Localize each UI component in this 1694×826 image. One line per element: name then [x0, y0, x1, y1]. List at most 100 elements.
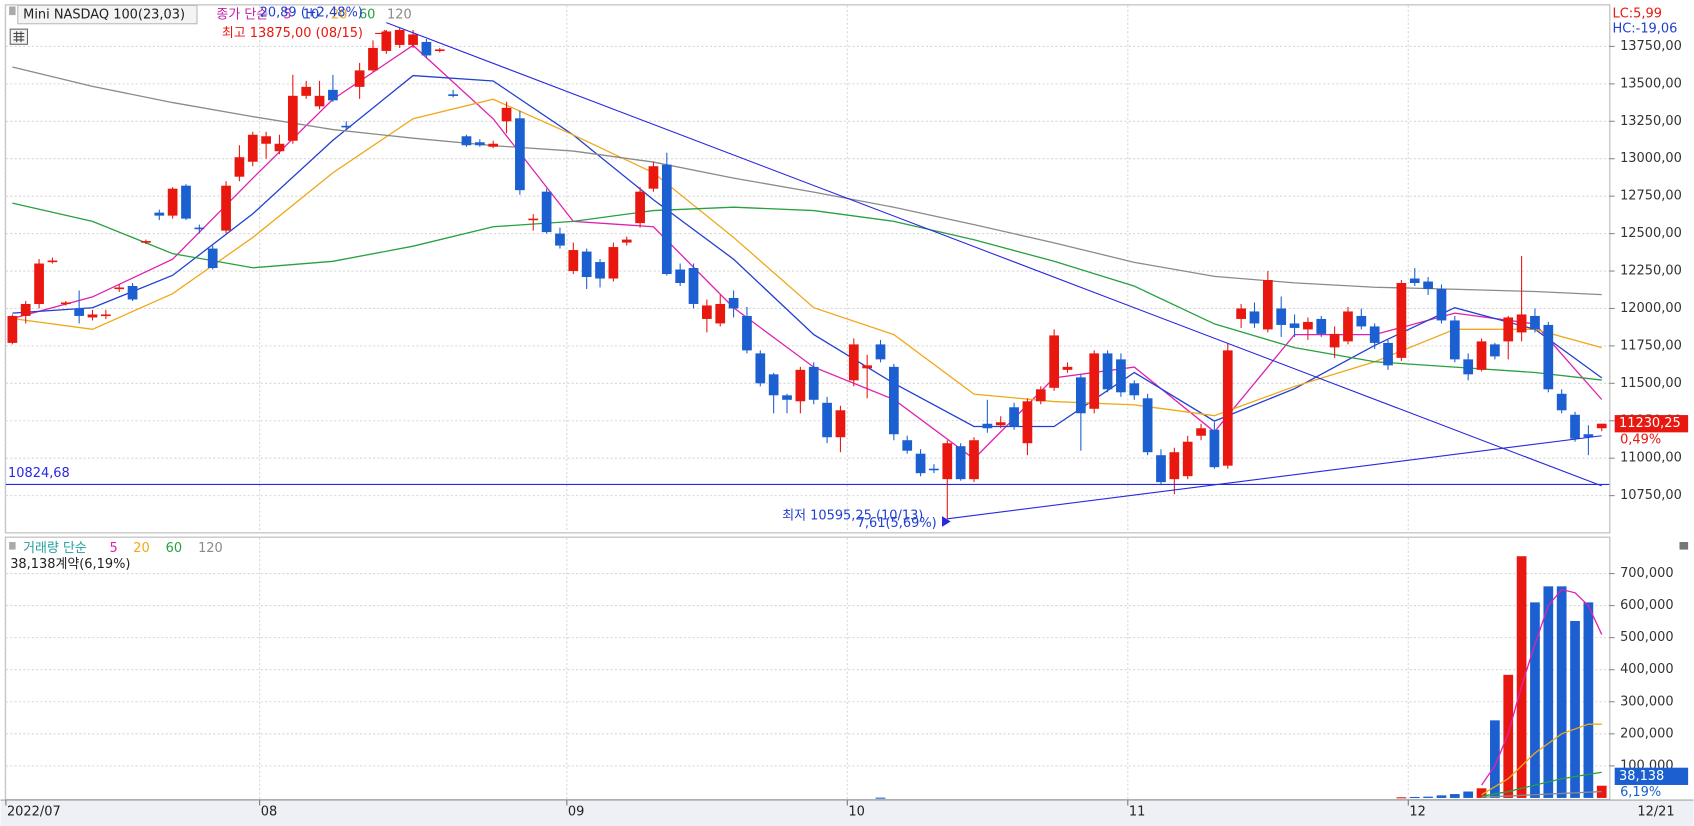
legend-entry: 120 — [387, 8, 412, 23]
x-tick-label: 12 — [1409, 804, 1425, 819]
candle-body — [1570, 414, 1580, 439]
low-marker — [942, 516, 951, 527]
candle-body — [501, 107, 512, 122]
candle-body — [1530, 315, 1540, 330]
x-tick-label: 09 — [568, 804, 584, 819]
y-tick-label: 700,000 — [1620, 566, 1674, 581]
candle-body — [247, 134, 258, 162]
trendline — [386, 22, 1602, 487]
candle-body — [1476, 341, 1487, 370]
candle-body — [568, 250, 579, 272]
legend-entry: 5 — [110, 541, 118, 556]
y-tick-label: 13250,00 — [1620, 114, 1682, 129]
moving-average-line — [12, 66, 1602, 296]
hc-label: HC:-19,06 — [1613, 22, 1678, 37]
candle-body — [688, 268, 699, 304]
y-tick-label: 10750,00 — [1620, 488, 1682, 503]
y-tick-label: 11750,00 — [1620, 338, 1682, 353]
legend-entry: 20 — [331, 8, 347, 23]
y-tick-label: 13750,00 — [1620, 39, 1682, 54]
y-tick-label: 12750,00 — [1620, 189, 1682, 204]
candle-body — [661, 164, 672, 275]
candle-body — [60, 302, 71, 305]
legend-entry: 5 — [283, 8, 291, 23]
candle-body — [1369, 326, 1380, 343]
candle-body — [702, 305, 712, 319]
table-icon-grid — [13, 31, 25, 43]
volume-bar — [1516, 556, 1527, 798]
volume-bar — [1476, 788, 1487, 798]
trendline — [947, 435, 1602, 520]
volume-bar — [1490, 720, 1500, 798]
candle-body — [421, 41, 432, 56]
candle-body — [982, 423, 993, 429]
candle-body — [1089, 353, 1100, 409]
candle-body — [1449, 320, 1460, 360]
candle-body — [541, 191, 552, 233]
last-volume-box — [1614, 767, 1689, 785]
candle-body — [528, 218, 539, 221]
x-tick-label: 2022/07 — [7, 804, 61, 819]
candle-body — [1396, 283, 1407, 358]
candle-body — [621, 239, 632, 243]
candle-body — [7, 315, 18, 343]
candle-body — [274, 143, 285, 152]
candle-body — [1182, 441, 1193, 477]
candle-body — [1596, 423, 1607, 429]
candle-body — [635, 191, 645, 224]
panel-handle[interactable] — [9, 6, 16, 16]
candle-body — [875, 344, 886, 360]
high-label: 최고 13875,00 (08/15) — [222, 26, 363, 41]
panel-handle[interactable] — [9, 542, 16, 550]
candle-body — [381, 31, 392, 51]
candle-body — [167, 188, 178, 216]
x-end-label: 12/21 — [1637, 804, 1674, 819]
candle-body — [1329, 333, 1340, 348]
y-tick-label: 300,000 — [1620, 694, 1674, 709]
legend-entry: 120 — [198, 541, 223, 556]
last-price-box — [1614, 415, 1689, 433]
moving-average-line — [1481, 790, 1602, 798]
candle-body — [755, 353, 766, 384]
candle-body — [1423, 281, 1433, 289]
candle-body — [181, 185, 191, 219]
candle-body — [1543, 324, 1554, 390]
candle-body — [1516, 314, 1527, 333]
candle-body — [354, 70, 365, 87]
legend-label: 거래량 단순 — [23, 541, 87, 556]
candle-body — [221, 185, 231, 231]
candle-body — [1129, 383, 1140, 396]
y-tick-label: 13500,00 — [1620, 76, 1682, 91]
candle-body — [1262, 280, 1273, 330]
y-tick-label: 500,000 — [1620, 630, 1674, 645]
candle-body — [341, 125, 352, 128]
legend-entry: 20 — [133, 541, 149, 556]
volume-summary: 38,138계약(6,19%) — [10, 557, 130, 572]
candle-body — [1556, 393, 1567, 411]
candle-body — [1116, 359, 1126, 393]
last-volume-change: 6,19% — [1620, 785, 1661, 800]
candle-body — [434, 49, 445, 52]
volume-bar — [1423, 796, 1433, 798]
candle-body — [1343, 311, 1353, 342]
volume-bar — [1503, 674, 1514, 798]
change-label: 20,89 (+2,48%) — [260, 5, 363, 20]
candle-body — [87, 314, 98, 318]
legend-entry: 10 — [303, 8, 319, 23]
candle-body — [394, 29, 405, 45]
candle-body — [1316, 318, 1327, 334]
candle-body — [768, 374, 779, 396]
volume-bar — [1530, 602, 1540, 798]
volume-bar — [1436, 795, 1447, 798]
candle-body — [1022, 401, 1033, 444]
candle-body — [1142, 398, 1153, 453]
candle-body — [328, 89, 338, 101]
candle-body — [782, 395, 792, 400]
candle-body — [100, 314, 111, 317]
candle-body — [1289, 323, 1300, 328]
candle-body — [581, 251, 592, 278]
panel-close[interactable] — [1679, 542, 1689, 550]
y-tick-label: 12000,00 — [1620, 301, 1682, 316]
